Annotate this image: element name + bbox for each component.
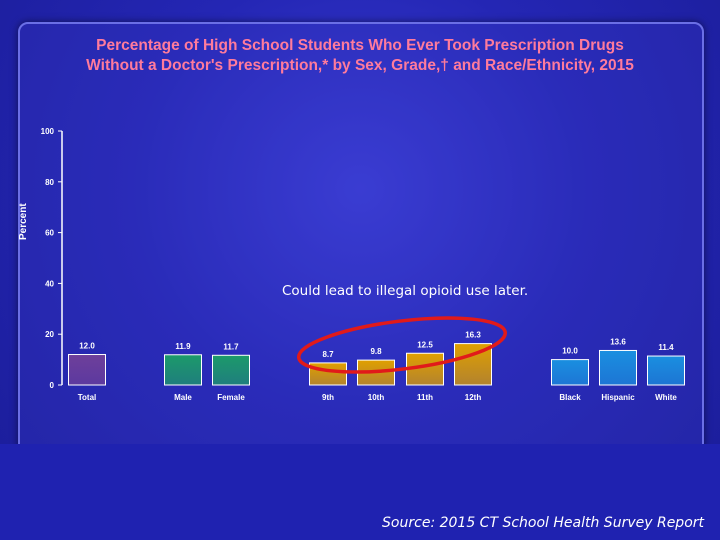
value-label: 12.0	[79, 342, 95, 351]
bar-white	[647, 355, 685, 386]
category-label: 9th	[322, 393, 334, 402]
value-label: 16.3	[465, 331, 481, 340]
value-label: 10.0	[562, 347, 578, 356]
value-label: 11.7	[223, 342, 239, 351]
value-label: 11.9	[175, 342, 191, 351]
y-tick-label: 20	[45, 330, 54, 339]
title-line-2: Without a Doctor's Prescription,* by Sex…	[86, 57, 634, 74]
annotation-text: Could lead to illegal opioid use later.	[282, 283, 529, 299]
category-label: White	[655, 393, 677, 402]
y-tick-label: 100	[41, 127, 55, 136]
title-line-1: Percentage of High School Students Who E…	[96, 37, 624, 54]
category-label: 12th	[465, 393, 482, 402]
value-label: 8.7	[322, 350, 334, 359]
category-label: Male	[174, 393, 192, 402]
category-label: Total	[78, 393, 97, 402]
value-label: 11.4	[658, 343, 674, 352]
y-tick-label: 40	[45, 279, 54, 288]
value-label: 9.8	[370, 347, 382, 356]
category-label: 11th	[417, 393, 433, 402]
bar-male	[164, 354, 202, 386]
bar-female	[212, 354, 250, 386]
highlight-ellipse	[296, 316, 508, 374]
chart-title: Percentage of High School Students Who E…	[20, 36, 700, 76]
bar-black	[551, 359, 589, 386]
category-label: Black	[559, 393, 581, 402]
value-label: 13.6	[610, 337, 626, 346]
y-tick-label: 60	[45, 229, 54, 238]
category-label: Hispanic	[601, 393, 635, 402]
category-label: Female	[217, 393, 245, 402]
bar-hispanic	[599, 349, 637, 386]
value-label: 12.5	[417, 340, 433, 349]
bar-9th	[309, 362, 347, 386]
source-citation: Source: 2015 CT School Health Survey Rep…	[382, 515, 704, 531]
category-label: 10th	[368, 393, 385, 402]
footer-band	[0, 444, 720, 540]
y-tick-label: 0	[50, 381, 55, 390]
y-tick-label: 80	[45, 178, 54, 187]
bar-total	[68, 354, 106, 386]
